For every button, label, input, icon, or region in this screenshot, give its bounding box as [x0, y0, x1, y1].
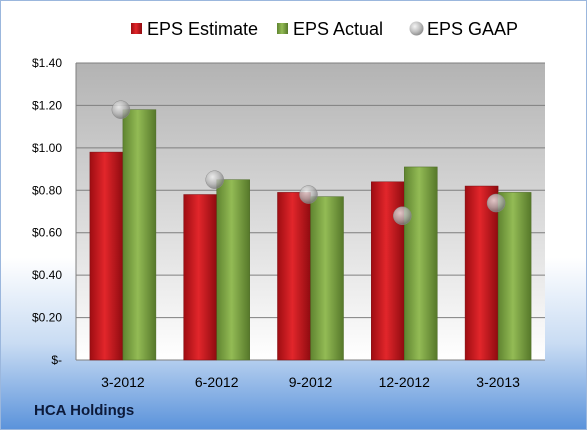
- bar-eps-actual: [216, 179, 250, 361]
- legend-swatch: [409, 21, 424, 36]
- bar-eps-estimate: [464, 185, 499, 361]
- y-tick-label: $0.20: [32, 311, 62, 325]
- point-eps-gaap: [205, 170, 224, 189]
- point-eps-gaap: [299, 185, 318, 204]
- bar-eps-actual: [122, 109, 157, 361]
- y-tick-label: $1.40: [32, 56, 62, 70]
- legend-swatch: [277, 23, 288, 34]
- y-tick-label: $-: [51, 353, 62, 367]
- bar-eps-actual: [497, 192, 532, 361]
- company-title: HCA Holdings: [34, 402, 135, 419]
- legend-swatch: [131, 23, 142, 34]
- bar-eps-estimate: [89, 151, 124, 361]
- x-tick-label: 3-2013: [476, 374, 520, 390]
- bar-eps-estimate: [183, 194, 217, 361]
- bar-eps-actual: [310, 196, 344, 361]
- y-axis-ticks: $- $0.20 $0.40 $0.60 $0.80 $1.00 $1.20 $1.40: [32, 56, 62, 367]
- x-axis-labels: 3-2012 6-2012 9-2012 12-2012 3-2013: [101, 374, 520, 390]
- y-tick-label: $0.40: [32, 268, 62, 282]
- x-tick-label: 12-2012: [379, 374, 431, 390]
- y-tick-label: $0.60: [32, 226, 62, 240]
- x-tick-label: 3-2012: [101, 374, 145, 390]
- y-tick-label: $1.00: [32, 141, 62, 155]
- y-tick-label: $0.80: [32, 183, 62, 197]
- point-eps-gaap: [393, 206, 412, 225]
- legend-item-eps-actual: EPS Actual: [277, 19, 383, 39]
- y-tick-label: $1.20: [32, 98, 62, 112]
- gaap-points: [111, 100, 506, 225]
- legend-item-eps-gaap: EPS GAAP: [409, 19, 518, 39]
- bars: [89, 109, 532, 361]
- bar-eps-estimate: [277, 192, 311, 361]
- legend-label: EPS Actual: [293, 19, 383, 39]
- legend: EPS Estimate EPS Actual EPS GAAP: [131, 19, 518, 39]
- legend-label: EPS Estimate: [147, 19, 258, 39]
- legend-item-eps-estimate: EPS Estimate: [131, 19, 258, 39]
- legend-label: EPS GAAP: [427, 19, 518, 39]
- x-tick-label: 9-2012: [289, 374, 333, 390]
- point-eps-gaap: [486, 193, 506, 213]
- bar-eps-actual: [404, 166, 438, 361]
- x-tick-label: 6-2012: [195, 374, 239, 390]
- point-eps-gaap: [111, 100, 131, 119]
